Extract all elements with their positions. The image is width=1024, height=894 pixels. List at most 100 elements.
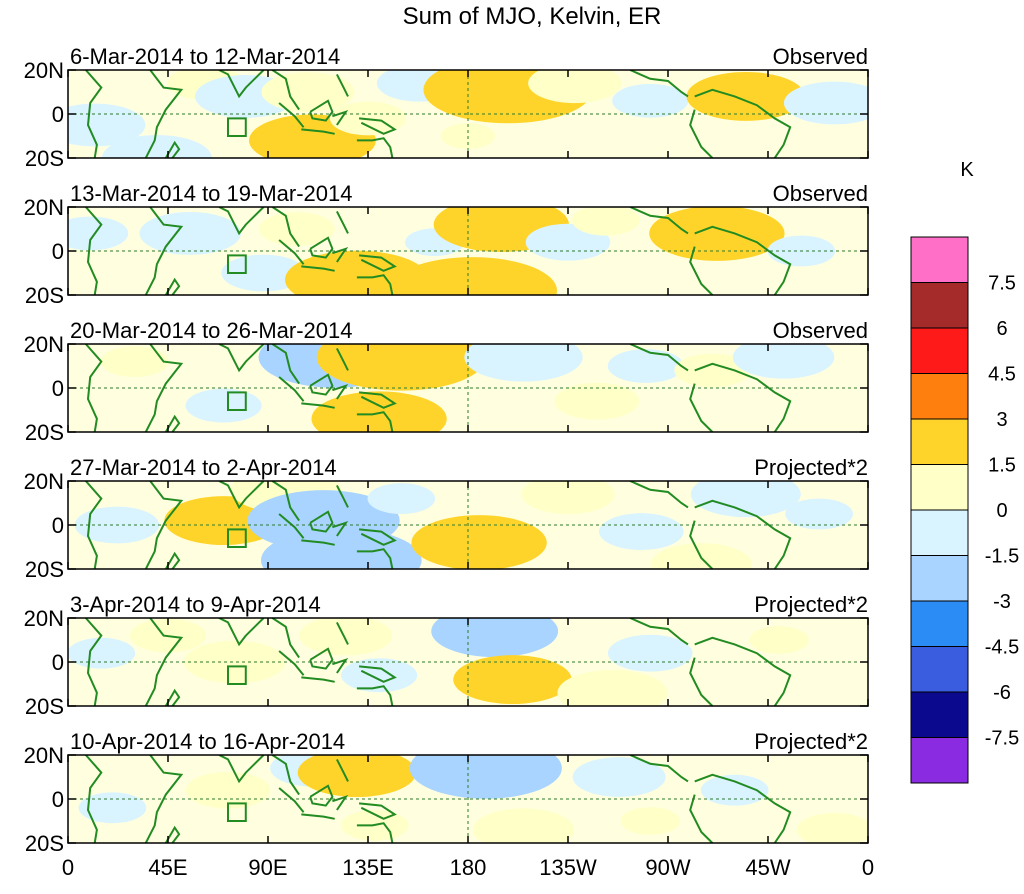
coastline xyxy=(629,70,689,98)
anomaly-blob xyxy=(453,655,572,705)
coastline xyxy=(629,755,689,783)
coastline xyxy=(356,274,394,295)
coastline xyxy=(85,207,103,295)
coastline xyxy=(218,755,265,784)
contour-fill xyxy=(612,83,689,118)
contour-fill xyxy=(464,344,583,382)
contour-fill xyxy=(649,207,785,261)
panel-status: Projected*2 xyxy=(754,455,868,480)
coastline xyxy=(336,73,349,97)
x-tick-label: 180 xyxy=(450,855,487,880)
coastline xyxy=(144,344,184,432)
panel: 20N 0 20S 27-Mar-2014 to 2-Apr-2014 Projecte… xyxy=(24,455,869,582)
coastline xyxy=(629,618,689,646)
coastline xyxy=(359,117,397,135)
coastline xyxy=(689,109,714,158)
coastline xyxy=(278,239,305,265)
anomaly-field xyxy=(78,755,868,843)
panels-group: 20N 0 20S 6-Mar-2014 to 12-Mar-2014 Observed… xyxy=(24,44,869,856)
anomaly-blob xyxy=(571,207,640,236)
coastline xyxy=(356,411,394,432)
coastline xyxy=(356,137,394,158)
coastlines xyxy=(85,70,792,158)
panel-date-range: 3-Apr-2014 to 9-Apr-2014 xyxy=(70,592,321,617)
x-tick-label: 45E xyxy=(148,855,187,880)
panel-status: Projected*2 xyxy=(754,592,868,617)
anomaly-field xyxy=(100,344,835,432)
coastline xyxy=(309,99,334,122)
contour-fill xyxy=(367,483,436,515)
contour-fill xyxy=(599,513,684,551)
coastline xyxy=(218,481,265,510)
x-tick-label: 135W xyxy=(539,855,597,880)
coastline xyxy=(144,618,184,706)
anomaly-blob xyxy=(599,513,684,551)
x-tick-label: 90E xyxy=(248,855,287,880)
coastline xyxy=(271,70,300,111)
contour-fill xyxy=(311,391,447,432)
coastline xyxy=(689,246,714,295)
coastline xyxy=(301,128,335,135)
contour-fill xyxy=(521,481,615,515)
anomaly-blob xyxy=(299,618,393,656)
y-tick-label: 20S xyxy=(25,694,64,719)
anomaly-blob xyxy=(620,807,680,835)
index-box xyxy=(227,665,247,686)
coastline xyxy=(85,618,103,706)
anomaly-blob xyxy=(749,626,809,654)
contour-fill xyxy=(185,388,262,423)
coastline xyxy=(218,70,265,99)
colorbar-units: K xyxy=(960,159,974,181)
coastline xyxy=(144,207,184,295)
coastline xyxy=(332,246,349,263)
colorbar-label: 4.5 xyxy=(988,364,1016,386)
contour-fill xyxy=(571,207,640,236)
panel: 20N 0 20S 13-Mar-2014 to 19-Mar-2014 Observe… xyxy=(24,181,869,308)
anomaly-blob xyxy=(285,250,429,295)
y-tick-label: 20N xyxy=(24,58,64,83)
anomaly-blob xyxy=(411,515,547,569)
coastline xyxy=(271,618,300,659)
colorbar-swatch xyxy=(910,236,969,283)
anomaly-blob xyxy=(572,757,666,797)
x-axis: 0 45E 90E 135E 180 135W 90W 45W 0 xyxy=(62,855,874,880)
coastline xyxy=(359,254,397,272)
y-tick-label: 0 xyxy=(52,650,64,675)
x-tick-label: 135E xyxy=(342,855,393,880)
coastlines xyxy=(85,481,792,569)
coastline xyxy=(301,813,335,820)
contour-fill xyxy=(68,216,129,251)
coastline xyxy=(218,618,265,647)
colorbar-swatch xyxy=(910,282,969,329)
coastline xyxy=(359,665,397,683)
chart-title: Sum of MJO, Kelvin, ER xyxy=(403,3,662,30)
panel-status: Observed xyxy=(773,44,868,69)
panel-status: Observed xyxy=(773,318,868,343)
contour-fill xyxy=(316,344,486,391)
anomaly-blob xyxy=(261,72,355,112)
colorbar-label: 6 xyxy=(996,318,1007,340)
coastline xyxy=(278,513,305,539)
y-tick-label: 20N xyxy=(24,195,64,220)
coastline xyxy=(85,481,103,569)
contour-fill xyxy=(686,71,805,121)
anomaly-field xyxy=(68,207,836,295)
coastline xyxy=(309,373,334,396)
colorbar-swatch xyxy=(910,555,969,602)
anomaly-blob xyxy=(607,634,693,672)
y-tick-label: 20N xyxy=(24,332,64,357)
y-tick-label: 20S xyxy=(25,420,64,445)
y-tick-label: 20S xyxy=(25,831,64,856)
anomaly-blob xyxy=(431,618,559,658)
colorbar-label: 1.5 xyxy=(988,455,1016,477)
anomaly-blob xyxy=(690,481,801,518)
contour-fill xyxy=(674,353,751,388)
coastline xyxy=(309,647,334,670)
contour-fill xyxy=(528,70,622,104)
x-tick-label: 90W xyxy=(645,855,690,880)
coastline xyxy=(144,481,184,569)
coastline xyxy=(629,207,689,235)
coastline xyxy=(218,207,265,236)
contour-fill xyxy=(260,528,422,569)
